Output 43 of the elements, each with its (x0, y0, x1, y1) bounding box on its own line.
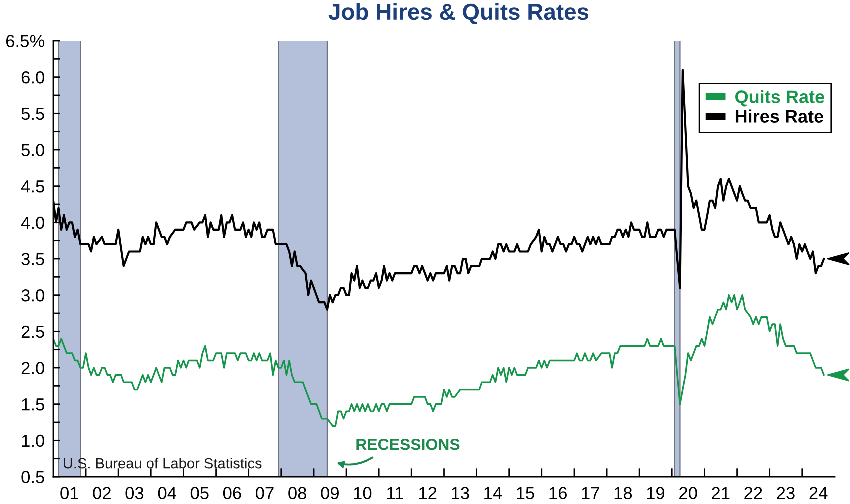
y-tick-label: 4.0 (21, 216, 44, 230)
y-tick-label: 0.5 (22, 471, 44, 484)
y-tick-label: 5.0 (22, 144, 44, 156)
x-tick-label: 06 (223, 487, 242, 500)
legend-label: Quits Rate (736, 90, 824, 107)
y-tick-label: 4.5 (21, 180, 44, 193)
line-series (54, 294, 825, 427)
x-tick-label: 18 (614, 487, 632, 500)
x-tick-label: 21 (712, 487, 730, 500)
x-tick-label: 14 (484, 487, 502, 500)
x-tick-label: 24 (810, 487, 828, 500)
x-tick-label: 08 (288, 487, 306, 500)
x-tick-label: 16 (550, 487, 567, 500)
x-tick-label: 03 (126, 487, 144, 500)
x-tick-label: 20 (680, 487, 698, 500)
x-tick-label: 01 (60, 487, 78, 500)
y-tick-label: 3.0 (22, 290, 44, 302)
x-tick-label: 17 (582, 487, 600, 500)
y-tick-label: 1.5 (22, 398, 44, 411)
y-tick-label: 2.0 (22, 362, 44, 374)
chart-title: Job Hires & Quits Rates (328, 3, 589, 24)
x-tick-label: 22 (744, 487, 762, 500)
annotation: RECESSIONS (356, 438, 460, 450)
x-tick-label: 10 (354, 487, 372, 500)
x-tick-label: 13 (452, 487, 470, 500)
x-tick-label: 05 (190, 487, 209, 500)
x-tick-label: 23 (777, 487, 795, 500)
y-tick-label: 2.5 (22, 326, 44, 338)
y-tick-label: 3.5 (22, 253, 44, 266)
x-tick-label: 07 (256, 487, 274, 500)
x-tick-label: 04 (158, 487, 176, 500)
y-tick-label: 6.0 (22, 72, 44, 84)
x-tick-label: 15 (517, 487, 534, 500)
x-tick-label: 02 (93, 487, 111, 500)
annotation: U.S. Bureau of Labor Statistics (64, 458, 262, 469)
y-tick-label: 1.0 (22, 434, 44, 448)
x-tick-label: 12 (420, 487, 437, 500)
legend-label: Hires Rate (736, 110, 824, 123)
x-tick-label: 11 (388, 487, 404, 500)
y-tick-label: 5.5 (22, 108, 44, 120)
x-tick-label: 19 (647, 487, 665, 500)
y-tick-label: 6.5% (6, 35, 45, 48)
x-tick-label: 09 (321, 487, 339, 500)
